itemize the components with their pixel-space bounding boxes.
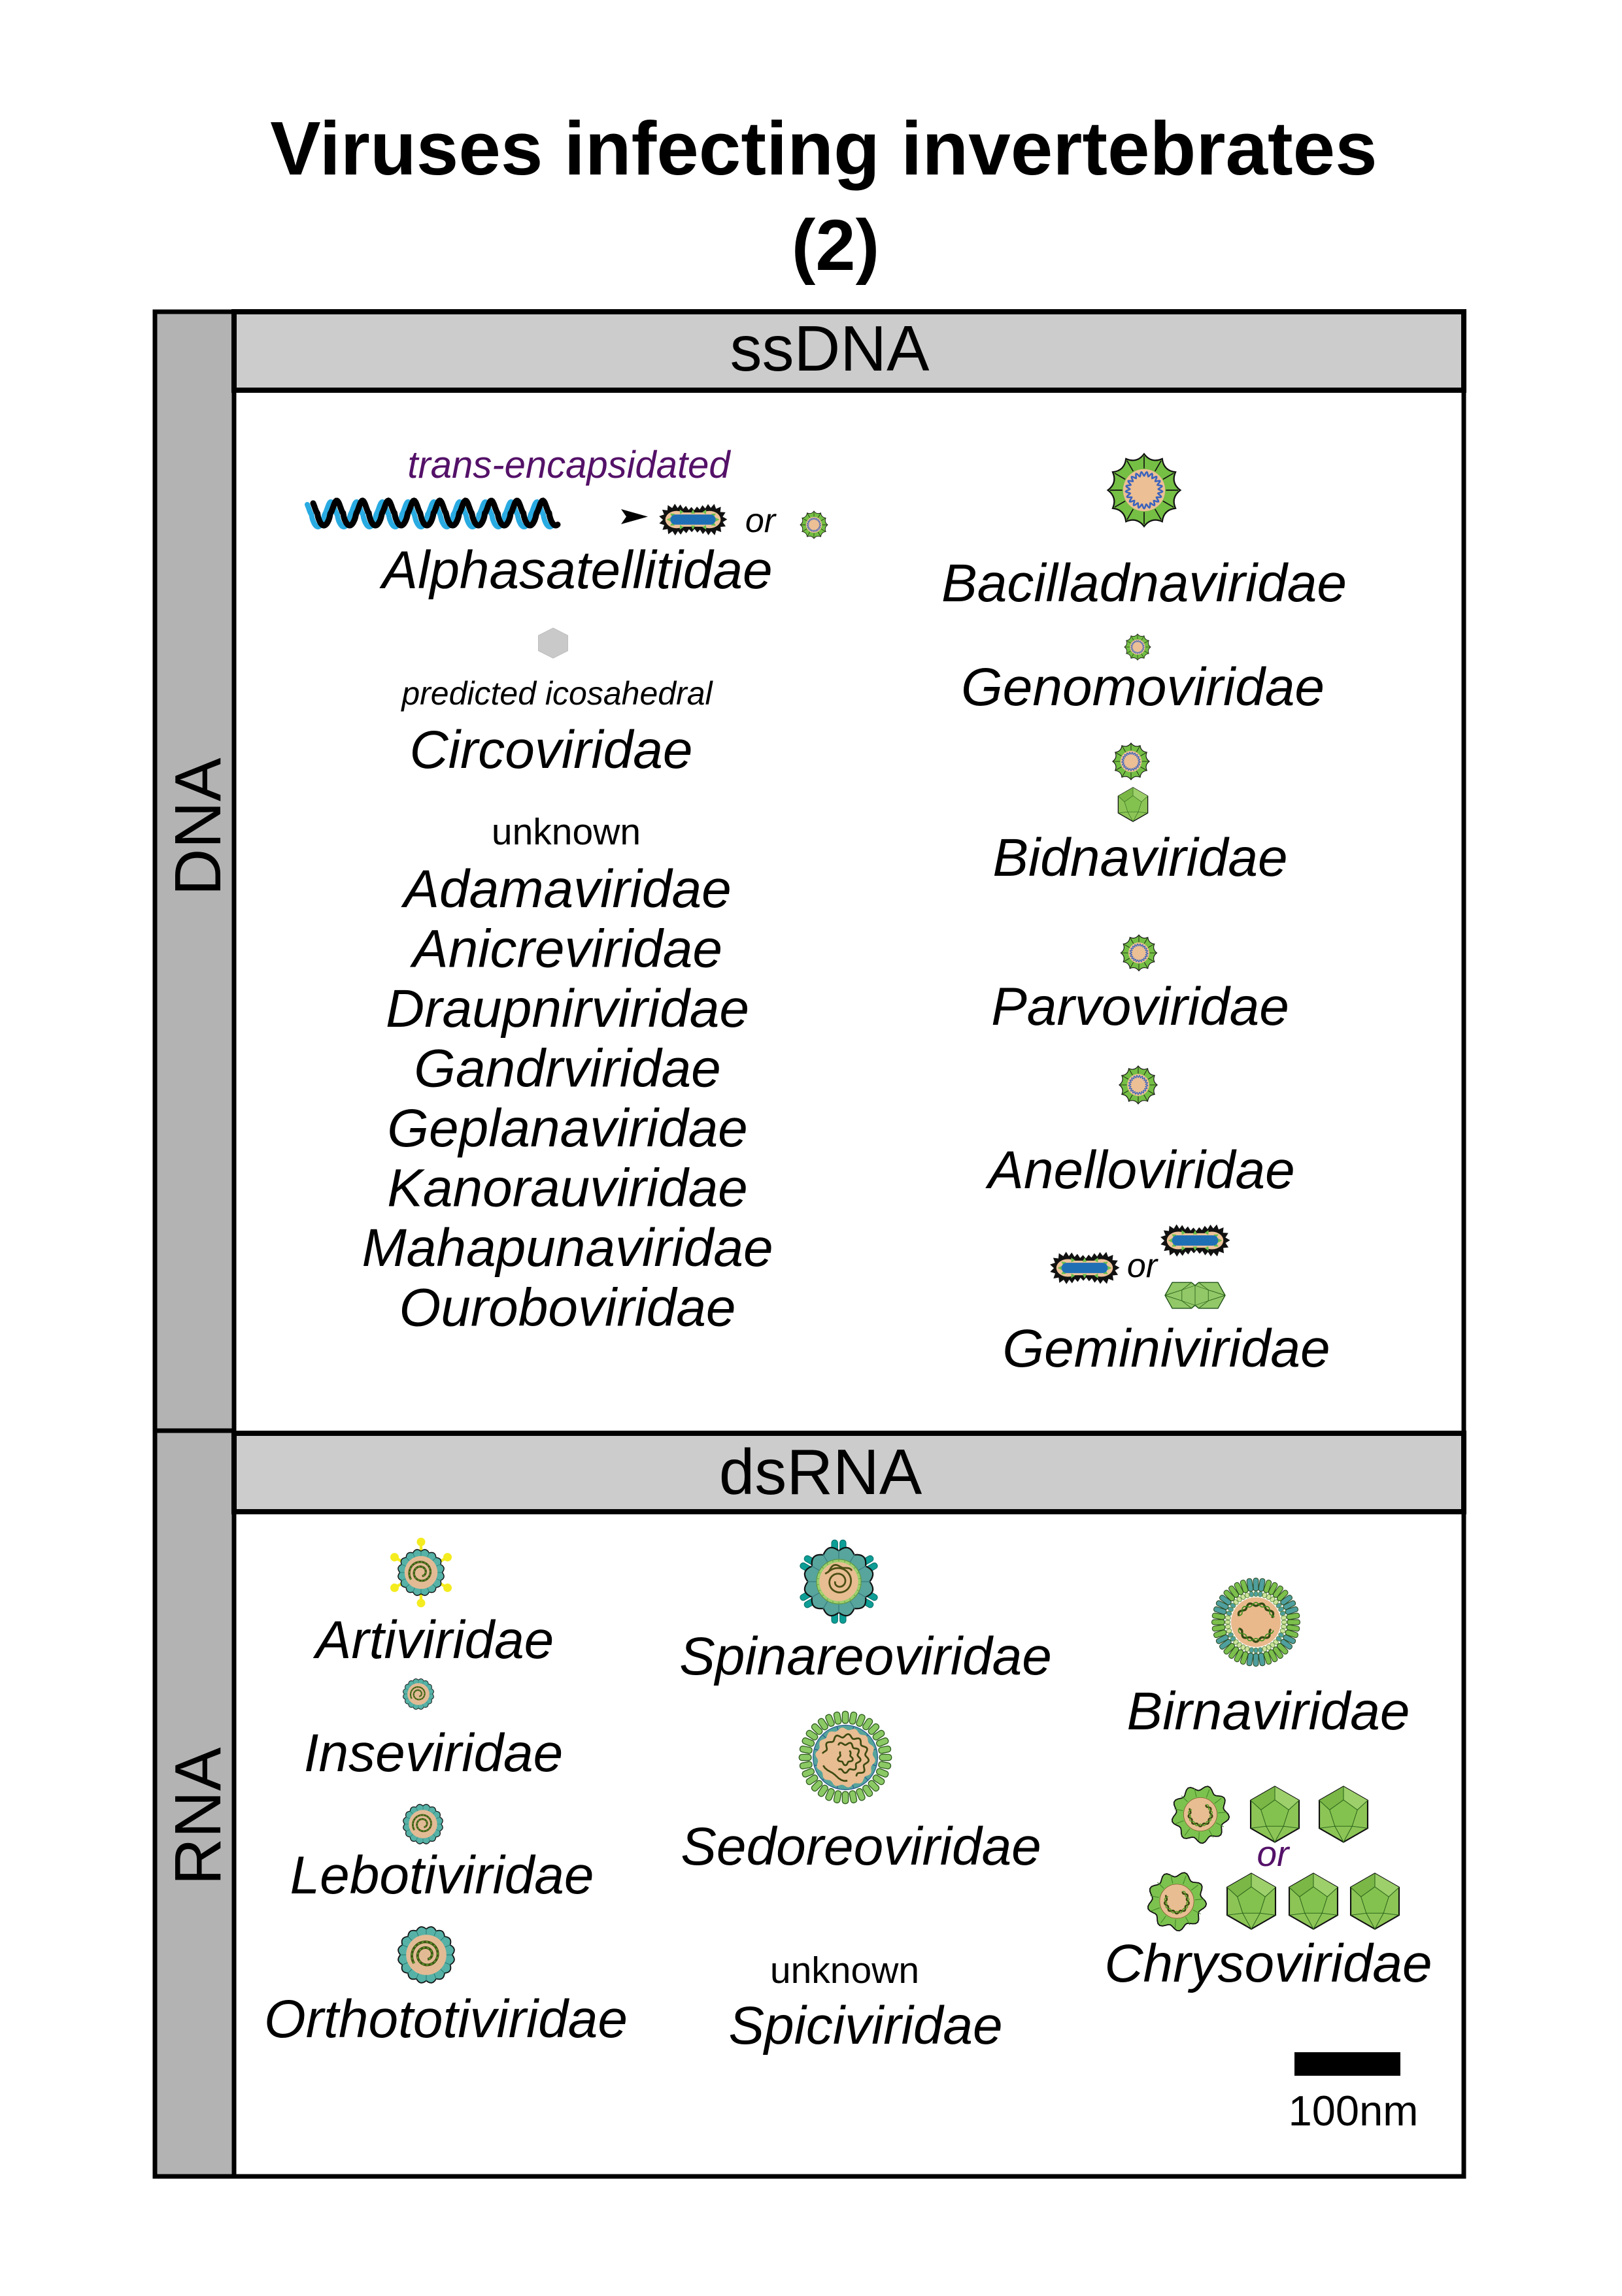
- svg-text:unknown: unknown: [770, 1950, 919, 1991]
- svg-text:Anicreviridae: Anicreviridae: [409, 920, 722, 979]
- svg-text:Draupnirviridae: Draupnirviridae: [386, 979, 749, 1039]
- svg-text:predicted icosahedral: predicted icosahedral: [400, 675, 713, 712]
- svg-text:Spinareoviridae: Spinareoviridae: [679, 1627, 1052, 1686]
- svg-text:Orthototiviridae: Orthototiviridae: [264, 1989, 628, 2049]
- svg-text:Bidnaviridae: Bidnaviridae: [992, 828, 1287, 888]
- svg-text:Sedoreoviridae: Sedoreoviridae: [681, 1817, 1041, 1876]
- svg-text:Circoviridae: Circoviridae: [410, 720, 693, 780]
- svg-text:Bacilladnaviridae: Bacilladnaviridae: [941, 554, 1347, 613]
- svg-text:Alphasatellitidae: Alphasatellitidae: [379, 541, 772, 600]
- svg-text:ssDNA: ssDNA: [730, 312, 930, 384]
- svg-text:(2): (2): [792, 205, 879, 286]
- svg-text:Genomoviridae: Genomoviridae: [961, 657, 1325, 717]
- svg-text:Geminiviridae: Geminiviridae: [1002, 1319, 1330, 1378]
- svg-text:DNA: DNA: [161, 757, 235, 895]
- svg-text:Mahapunaviridae: Mahapunaviridae: [362, 1218, 773, 1278]
- svg-text:Ouroboviridae: Ouroboviridae: [399, 1278, 735, 1338]
- svg-text:dsRNA: dsRNA: [719, 1436, 922, 1508]
- svg-text:Artiviridae: Artiviridae: [313, 1610, 554, 1670]
- svg-text:RNA: RNA: [161, 1747, 235, 1885]
- svg-text:Inseviridae: Inseviridae: [304, 1723, 564, 1783]
- svg-text:trans-encapsidated: trans-encapsidated: [407, 444, 731, 486]
- svg-text:Anelloviridae: Anelloviridae: [985, 1140, 1295, 1200]
- svg-text:Kanorauviridae: Kanorauviridae: [387, 1159, 748, 1218]
- svg-text:Lebotiviridae: Lebotiviridae: [290, 1846, 594, 1905]
- svg-text:Adamaviridae: Adamaviridae: [400, 859, 731, 919]
- svg-text:Viruses infecting invertebrate: Viruses infecting invertebrates: [270, 106, 1377, 191]
- svg-text:100nm: 100nm: [1289, 2087, 1419, 2135]
- svg-text:or: or: [1257, 1833, 1291, 1874]
- svg-text:Parvoviridae: Parvoviridae: [991, 977, 1289, 1037]
- svg-text:Spiciviridae: Spiciviridae: [728, 1996, 1002, 2055]
- svg-text:Birnaviridae: Birnaviridae: [1127, 1682, 1410, 1741]
- svg-text:unknown: unknown: [492, 811, 641, 853]
- svg-text:or: or: [745, 502, 777, 540]
- svg-text:or: or: [1127, 1247, 1159, 1285]
- svg-text:Geplanaviridae: Geplanaviridae: [387, 1099, 748, 1158]
- svg-text:Gandrviridae: Gandrviridae: [414, 1039, 720, 1099]
- svg-text:Chrysoviridae: Chrysoviridae: [1104, 1934, 1432, 1993]
